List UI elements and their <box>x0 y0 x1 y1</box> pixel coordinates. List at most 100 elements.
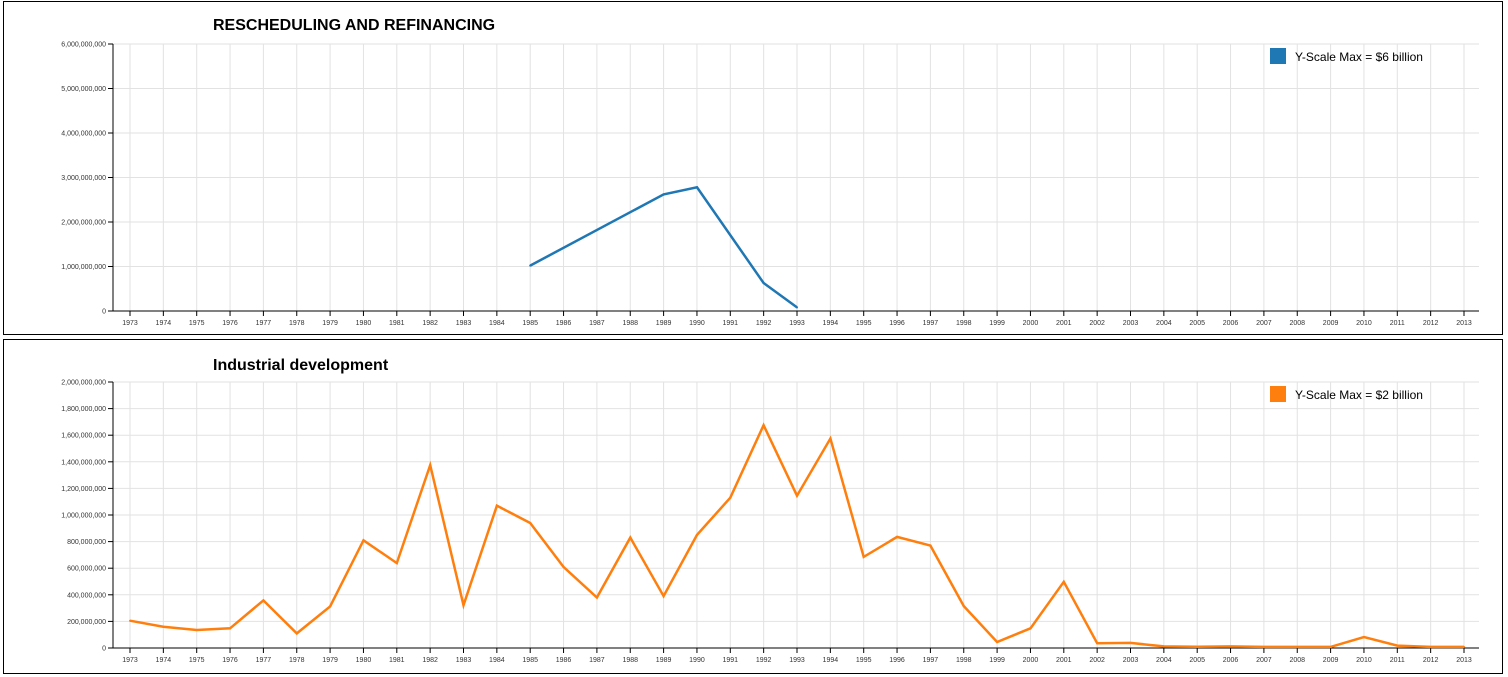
x-tick-label: 1975 <box>189 320 205 327</box>
data-point <box>229 627 232 630</box>
y-tick-label: 4,000,000,000 <box>61 131 106 138</box>
chart-panel-rescheduling: RESCHEDULING AND REFINANCING 0 1,000,000,… <box>3 1 1503 335</box>
x-tick-label: 1998 <box>956 320 972 327</box>
x-tick-label: 1973 <box>122 657 138 664</box>
x-tick-label: 1979 <box>322 320 338 327</box>
x-tick-label: 1977 <box>256 657 272 664</box>
y-tick-label: 2,000,000,000 <box>61 220 106 227</box>
x-tick-label: 2002 <box>1089 657 1105 664</box>
data-point <box>529 521 532 524</box>
data-point <box>796 494 798 497</box>
y-tick-label: 5,000,000,000 <box>61 86 106 93</box>
y-tick-label: 800,000,000 <box>67 539 106 546</box>
x-tick-label: 1993 <box>789 657 805 664</box>
chart-title: Industrial development <box>213 357 389 374</box>
legend-label: Y-Scale Max = $6 billion <box>1295 50 1423 64</box>
data-point <box>1396 644 1399 647</box>
data-point <box>996 641 999 644</box>
y-tick-label: 600,000,000 <box>67 566 106 573</box>
x-tick-label: 2007 <box>1256 657 1272 664</box>
data-point <box>962 605 965 608</box>
data-point <box>695 186 698 189</box>
data-point <box>529 264 532 267</box>
x-tick-label: 1993 <box>789 320 805 327</box>
x-tick-label: 1992 <box>756 320 772 327</box>
y-tick-label: 1,600,000,000 <box>61 433 106 440</box>
data-point <box>395 562 398 565</box>
x-tick-label: 2011 <box>1390 657 1405 664</box>
data-point <box>1062 580 1065 583</box>
data-point <box>195 629 198 632</box>
x-tick-label: 1990 <box>689 657 705 664</box>
data-point <box>595 596 598 599</box>
x-tick-label: 2013 <box>1456 657 1472 664</box>
chart-rescheduling-svg: RESCHEDULING AND REFINANCING 0 1,000,000,… <box>61 17 1479 327</box>
x-tick-label: 2009 <box>1323 320 1339 327</box>
legend: Y-Scale Max = $6 billion <box>1270 48 1423 64</box>
y-tick-label: 1,000,000,000 <box>61 513 106 520</box>
data-point <box>695 533 698 536</box>
data-point <box>629 536 632 539</box>
x-tick-label: 1991 <box>723 657 739 664</box>
x-tick-label: 1988 <box>622 320 638 327</box>
y-tick-label: 1,400,000,000 <box>61 459 106 466</box>
x-tick-label: 2003 <box>1123 320 1139 327</box>
x-tick-label: 1980 <box>356 657 372 664</box>
data-point <box>262 599 265 602</box>
legend-swatch <box>1270 48 1286 64</box>
x-tick-label: 2013 <box>1456 320 1472 327</box>
x-tick-label: 2012 <box>1423 657 1439 664</box>
x-tick-label: 2005 <box>1189 320 1205 327</box>
data-point <box>162 625 165 628</box>
data-point <box>329 605 332 608</box>
data-point <box>1229 645 1232 648</box>
x-tick-label: 1984 <box>489 657 505 664</box>
y-tick-label: 3,000,000,000 <box>61 175 106 182</box>
x-tick-label: 2000 <box>1023 657 1039 664</box>
x-tick-label: 1976 <box>222 320 238 327</box>
x-tick-label: 1988 <box>622 657 638 664</box>
data-point <box>1463 645 1465 648</box>
data-point <box>129 619 131 622</box>
data-point <box>729 496 732 499</box>
data-point <box>362 539 365 542</box>
x-tick-label: 1983 <box>456 657 472 664</box>
x-tick-label: 1997 <box>923 657 939 664</box>
x-tick-label: 1994 <box>823 657 839 664</box>
data-point <box>1196 645 1199 648</box>
legend-label: Y-Scale Max = $2 billion <box>1295 388 1423 402</box>
data-point <box>929 544 932 547</box>
x-tick-label: 2006 <box>1223 657 1239 664</box>
x-tick-label: 1975 <box>189 657 205 664</box>
x-tick-label: 1981 <box>389 320 405 327</box>
x-tick-label: 1990 <box>689 320 705 327</box>
x-tick-label: 2004 <box>1156 657 1172 664</box>
x-tick-label: 2008 <box>1289 320 1305 327</box>
data-point <box>662 193 665 196</box>
chart-panel-industrial: Industrial development 0 200,000,000 400,0… <box>3 339 1503 674</box>
chart-industrial-svg: Industrial development 0 200,000,000 400,0… <box>61 357 1479 664</box>
x-tick-label: 1974 <box>156 657 172 664</box>
data-point <box>1029 627 1032 630</box>
x-tick-label: 2007 <box>1256 320 1272 327</box>
x-tick-label: 2004 <box>1156 320 1172 327</box>
data-point <box>1329 645 1332 648</box>
x-tick-label: 1978 <box>289 320 305 327</box>
data-point <box>429 464 432 467</box>
x-tick-label: 1985 <box>522 657 538 664</box>
x-tick-label: 1999 <box>989 320 1005 327</box>
legend-swatch <box>1270 386 1286 402</box>
x-tick-label: 1999 <box>989 657 1005 664</box>
x-tick-label: 1987 <box>589 320 605 327</box>
data-point <box>762 424 765 427</box>
x-tick-label: 2009 <box>1323 657 1339 664</box>
data-point <box>1296 645 1299 648</box>
x-tick-label: 1992 <box>756 657 772 664</box>
x-tick-label: 2001 <box>1056 320 1072 327</box>
data-point <box>1429 645 1432 648</box>
x-tick-label: 2000 <box>1023 320 1039 327</box>
x-tick-label: 2010 <box>1356 320 1372 327</box>
data-point <box>796 306 798 309</box>
x-tick-label: 2012 <box>1423 320 1439 327</box>
x-tick-label: 2006 <box>1223 320 1239 327</box>
